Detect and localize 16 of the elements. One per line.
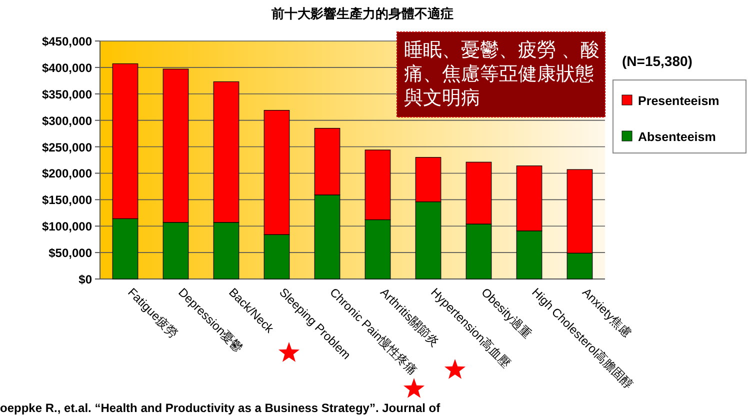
y-tick-label: $300,000 <box>42 114 92 128</box>
annotation: 睡眠、憂鬱、疲勞 、酸痛、焦慮等亞健康狀態與文明病 <box>404 40 600 109</box>
y-tick-label: $450,000 <box>42 34 92 48</box>
legend-label: Absenteeism <box>638 130 716 144</box>
legend-label: Presenteeism <box>638 94 720 108</box>
y-tick-label: $0 <box>78 272 92 286</box>
y-tick-label: $200,000 <box>42 166 92 181</box>
y-tick-label: $150,000 <box>42 193 92 208</box>
text: oeppke R., et.al. “Health and Productivity as a Business Strategy”. Journal of <box>0 401 442 415</box>
y-tick-label: $50,000 <box>48 246 92 260</box>
y-tick-label: $350,000 <box>42 87 92 102</box>
y-tick-label: $250,000 <box>42 140 92 154</box>
chart-title: 前十大影響生產力的身體不適症 <box>270 6 454 21</box>
y-tick-label: $100,000 <box>42 220 92 234</box>
text: (N=15,380) <box>622 53 692 69</box>
y-tick-label: $400,000 <box>42 60 92 75</box>
